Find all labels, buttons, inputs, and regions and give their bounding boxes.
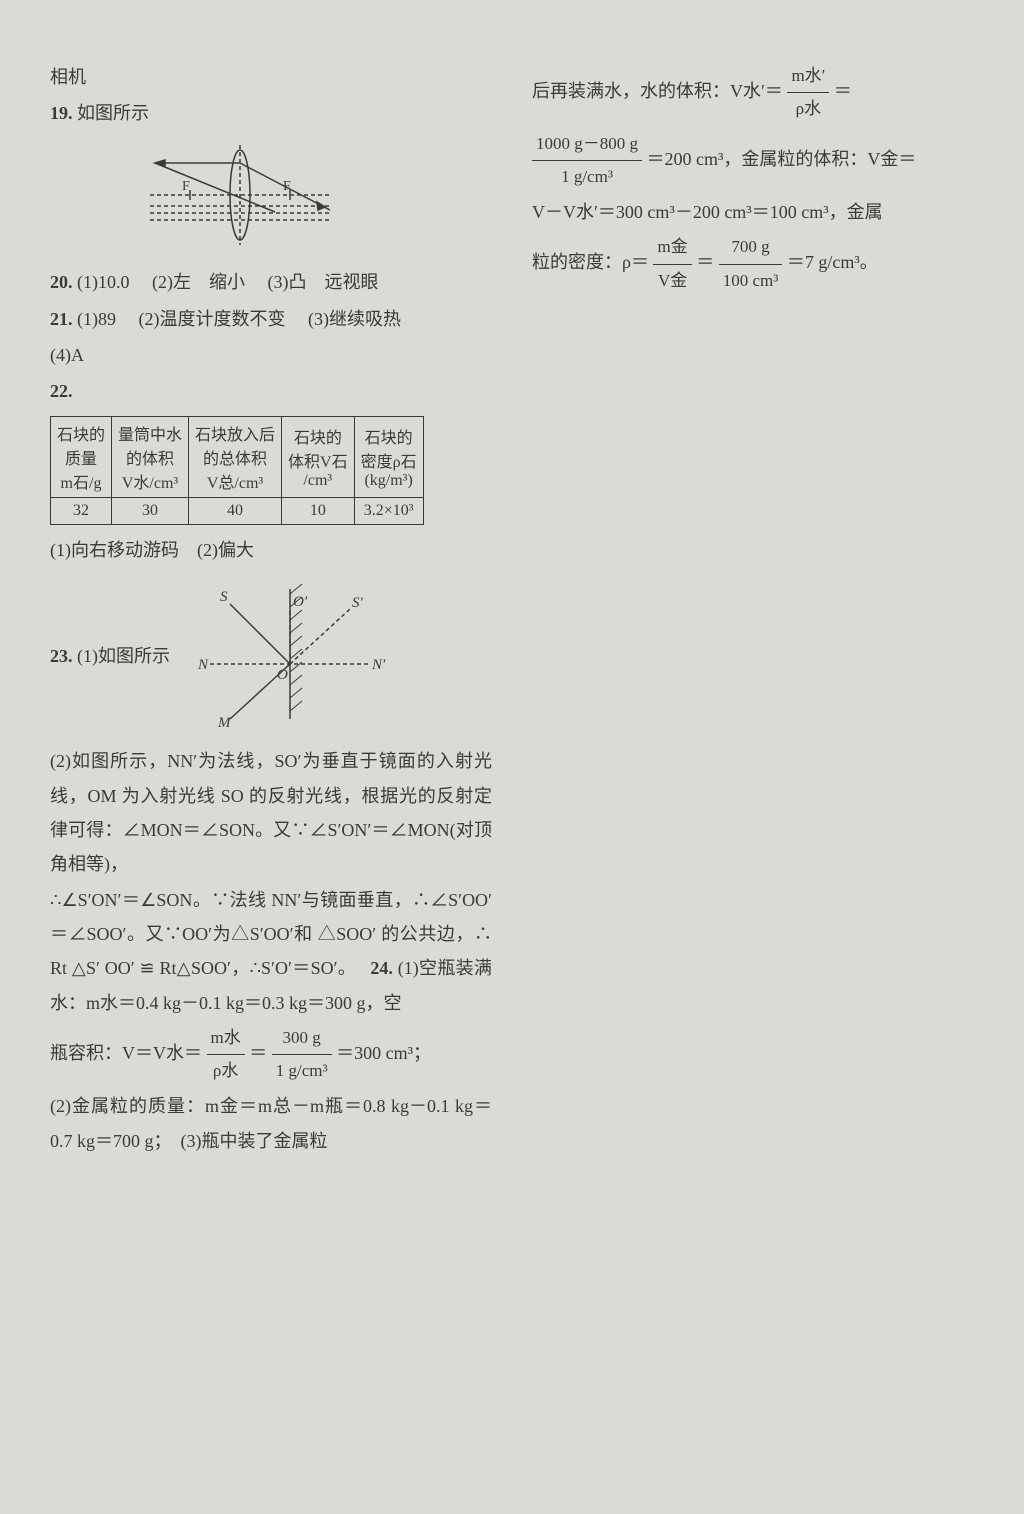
q24-line3: (2)金属粒的质量：m金＝m总－m瓶＝0.8 kg－0.1 kg＝0.7 kg＝… xyxy=(50,1089,492,1157)
th-2: 石块放入后的总体积V总/cm³ xyxy=(189,417,282,498)
q21-line2: (4)A xyxy=(50,338,492,372)
frac-2: 300 g1 g/cm³ xyxy=(272,1022,332,1088)
q21-p3: (3)继续吸热 xyxy=(308,309,401,329)
td-4: 3.2×10³ xyxy=(354,498,423,525)
f-right-label: F xyxy=(283,179,291,194)
td-1: 30 xyxy=(112,498,189,525)
svg-text:O: O xyxy=(277,667,288,683)
td-0: 32 xyxy=(51,498,112,525)
q24-line2: 瓶容积：V＝V水＝ m水ρ水 ＝ 300 g1 g/cm³ ＝300 cm³； xyxy=(50,1022,492,1088)
th-0: 石块的质量m石/g xyxy=(51,417,112,498)
q22-label: 22. xyxy=(50,381,73,401)
q19: 19. 如图所示 xyxy=(50,96,492,130)
svg-text:M: M xyxy=(217,715,232,729)
th-3: 石块的体积V石/cm³ xyxy=(282,417,355,498)
q20-p2: (2)左 缩小 xyxy=(152,272,245,292)
svg-text:S: S xyxy=(220,589,228,605)
svg-text:N′: N′ xyxy=(371,657,386,673)
right-column: 后再装满水，水的体积：V水′＝ m水′ρ水 ＝ 1000 g－800 g1 g/… xyxy=(532,60,974,1160)
th-1: 量筒中水的体积V水/cm³ xyxy=(112,417,189,498)
td-2: 40 xyxy=(189,498,282,525)
svg-text:S′: S′ xyxy=(352,595,364,611)
table-header-row: 石块的质量m石/g 量筒中水的体积V水/cm³ 石块放入后的总体积V总/cm³ … xyxy=(51,417,424,498)
figure-mirror: S S′ N N′ O O′ M xyxy=(190,579,390,734)
figure-lens: F F xyxy=(130,140,492,255)
svg-text:N: N xyxy=(197,657,209,673)
td-3: 10 xyxy=(282,498,355,525)
q21-p2: (2)温度计度数不变 xyxy=(139,309,286,329)
q20: 20. (1)10.0 (2)左 缩小 (3)凸 远视眼 xyxy=(50,265,492,299)
q20-label: 20. xyxy=(50,272,73,292)
header-camera: 相机 xyxy=(50,60,492,94)
frac-5: m金V金 xyxy=(653,231,691,297)
table-data-row: 32 30 40 10 3.2×10³ xyxy=(51,498,424,525)
q24-label: 24. xyxy=(370,958,393,978)
f-left-label: F xyxy=(182,179,190,194)
frac-3: m水′ρ水 xyxy=(787,60,829,126)
q23-label: 23. xyxy=(50,646,73,666)
q20-p1: (1)10.0 xyxy=(77,272,130,292)
q21-label: 21. xyxy=(50,309,73,329)
q22-sub: (1)向右移动游码 (2)偏大 xyxy=(50,533,492,567)
svg-text:O′: O′ xyxy=(293,594,308,610)
q19-text: 如图所示 xyxy=(77,103,149,123)
left-column: 相机 19. 如图所示 xyxy=(50,60,492,1160)
page-container: 相机 19. 如图所示 xyxy=(50,60,974,1160)
frac-1: m水ρ水 xyxy=(207,1022,245,1088)
q23-text: (1)如图所示 xyxy=(77,646,170,666)
r-line1: 后再装满水，水的体积：V水′＝ m水′ρ水 ＝ xyxy=(532,60,974,126)
q21: 21. (1)89 (2)温度计度数不变 (3)继续吸热 xyxy=(50,302,492,336)
frac-6: 700 g100 cm³ xyxy=(719,231,783,297)
q22: 22. xyxy=(50,374,492,408)
q21-p1: (1)89 xyxy=(77,309,116,329)
r-line2: 1000 g－800 g1 g/cm³ ＝200 cm³，金属粒的体积：V金＝ xyxy=(532,128,974,194)
th-4: 石块的密度ρ石(kg/m³) xyxy=(354,417,423,498)
frac-4: 1000 g－800 g1 g/cm³ xyxy=(532,128,642,194)
q22-table: 石块的质量m石/g 量筒中水的体积V水/cm³ 石块放入后的总体积V总/cm³ … xyxy=(50,416,424,525)
q20-p3: (3)凸 远视眼 xyxy=(268,272,379,292)
q23-row: 23. (1)如图所示 xyxy=(50,569,492,744)
r-line3: V－V水′＝300 cm³－200 cm³＝100 cm³，金属 xyxy=(532,195,974,229)
q19-label: 19. xyxy=(50,103,73,123)
q23-para1: (2)如图所示，NN′为法线，SO′为垂直于镜面的入射光线，OM 为入射光线 S… xyxy=(50,744,492,881)
r-line4: 粒的密度：ρ＝ m金V金 ＝ 700 g100 cm³ ＝7 g/cm³。 xyxy=(532,231,974,297)
q23-para2: ∴∠S′ON′＝∠SON。∵法线 NN′与镜面垂直，∴∠S′OO′＝∠SOO′。… xyxy=(50,883,492,1020)
q23: 23. (1)如图所示 xyxy=(50,639,170,673)
